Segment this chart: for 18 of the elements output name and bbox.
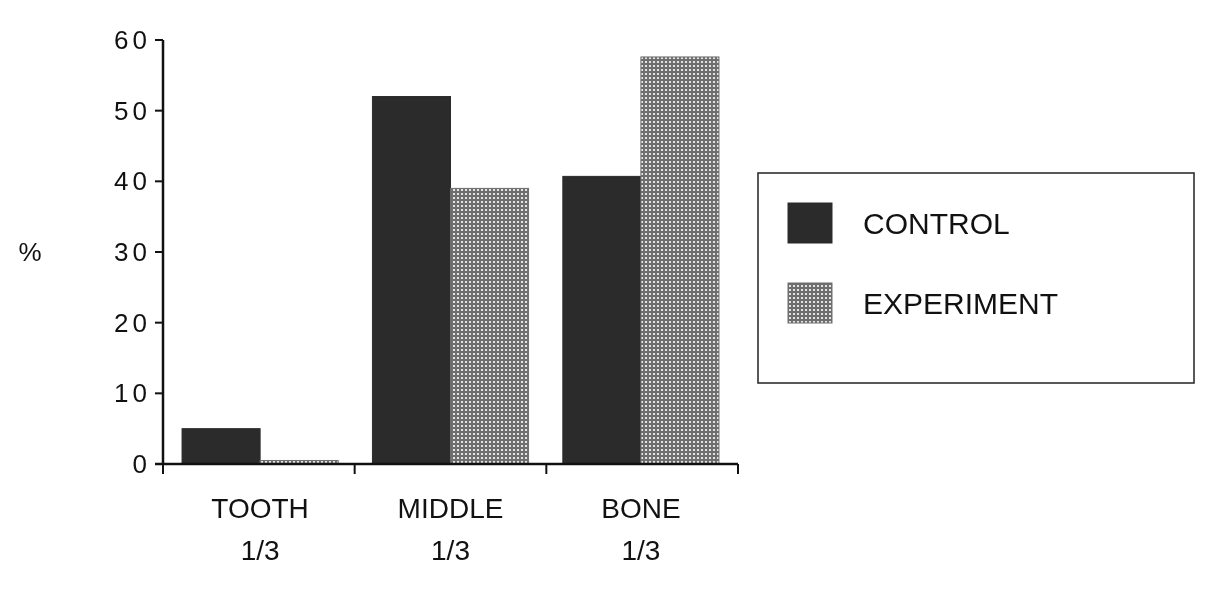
- y-tick-label: 40: [114, 166, 151, 197]
- y-tick-label: 10: [114, 378, 151, 409]
- bar: [450, 187, 530, 465]
- x-tick-label: TOOTH 1/3: [211, 493, 309, 566]
- legend-label: CONTROL: [863, 206, 1010, 240]
- y-tick-label: 0: [132, 449, 151, 480]
- y-tick-label: 30: [114, 237, 151, 268]
- y-axis-title: %: [18, 237, 42, 268]
- bar: [562, 175, 642, 465]
- x-tick-label: MIDDLE 1/3: [397, 493, 504, 566]
- y-tick-label: 50: [114, 95, 151, 126]
- bar: [371, 96, 451, 465]
- x-tick-label: BONE 1/3: [601, 493, 681, 566]
- bar: [181, 428, 261, 465]
- bar: [640, 56, 720, 465]
- y-tick-label: 60: [114, 25, 151, 56]
- legend-label: EXPERIMENT: [863, 286, 1059, 320]
- y-tick-label: 20: [114, 307, 151, 338]
